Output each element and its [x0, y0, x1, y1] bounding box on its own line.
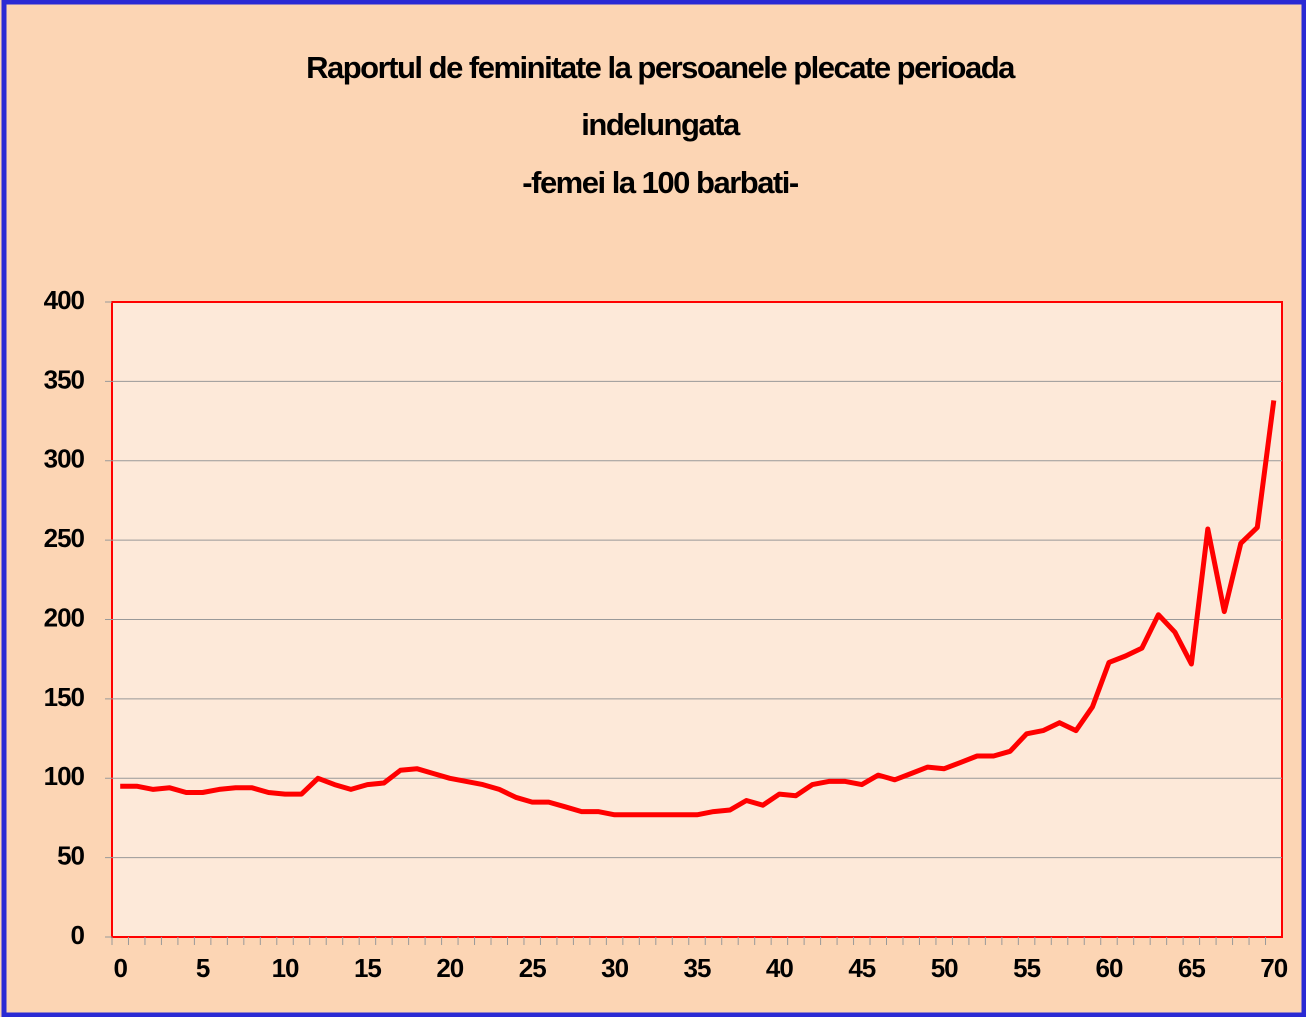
x-tick-label: 30: [601, 953, 628, 983]
y-tick-label: 150: [44, 682, 85, 712]
x-tick-label: 55: [1013, 953, 1040, 983]
y-tick-label: 300: [44, 444, 85, 474]
y-tick-label: 50: [57, 841, 84, 871]
x-tick-label: 70: [1260, 953, 1287, 983]
x-tick-label: 15: [354, 953, 381, 983]
x-tick-label: 40: [766, 953, 793, 983]
x-tick-label: 45: [848, 953, 875, 983]
x-tick-label: 0: [114, 953, 128, 983]
x-tick-label: 25: [519, 953, 546, 983]
x-tick-label: 65: [1178, 953, 1205, 983]
y-tick-label: 250: [44, 523, 85, 553]
x-tick-label: 5: [196, 953, 210, 983]
y-tick-label: 350: [44, 364, 85, 394]
y-tick-label: 100: [44, 761, 85, 791]
x-tick-label: 50: [931, 953, 958, 983]
data-line: [120, 400, 1277, 818]
chart-title: Raportul de feminitate la persoanele ple…: [306, 50, 1016, 85]
x-tick-label: 20: [436, 953, 463, 983]
y-tick-label: 200: [44, 602, 85, 632]
x-tick-label: 35: [684, 953, 711, 983]
y-tick-label: 0: [71, 920, 85, 950]
x-tick-label: 10: [272, 953, 299, 983]
chart-title: indelungata: [581, 107, 741, 142]
chart-subtitle: -femei la 100 barbati-: [522, 165, 799, 200]
y-tick-label: 400: [44, 285, 85, 315]
x-tick-label: 60: [1096, 953, 1123, 983]
